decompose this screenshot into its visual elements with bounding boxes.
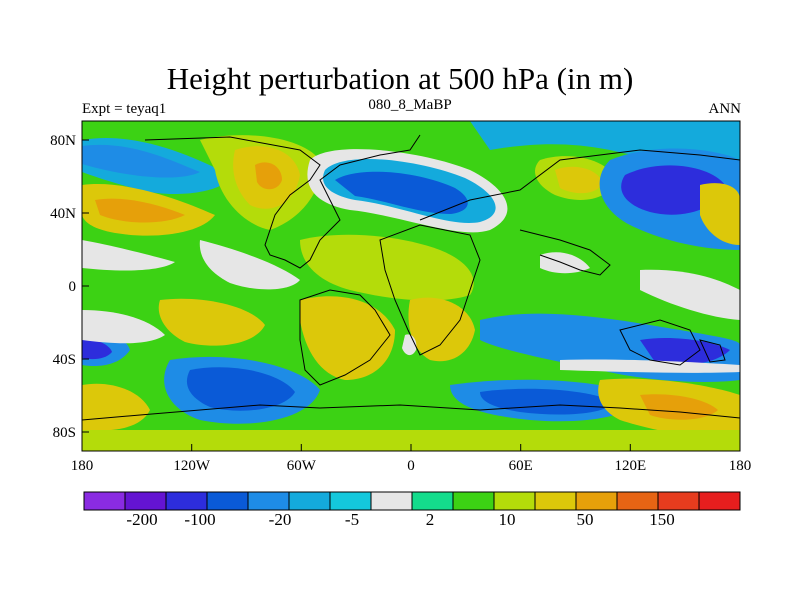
x-tick-label: 0 xyxy=(407,458,415,474)
colorbar-swatch xyxy=(698,491,741,511)
x-tick-label: 120E xyxy=(614,458,646,474)
region-sp-yellow xyxy=(158,298,265,346)
y-tick-label: 40N xyxy=(50,206,76,222)
region-si-blue-deep xyxy=(640,338,730,365)
colorbar-swatch xyxy=(206,491,249,511)
colorbar-swatch xyxy=(83,491,126,511)
colorbar-swatch xyxy=(124,491,167,511)
plot-title: Height perturbation at 500 hPa (in m) xyxy=(166,61,634,96)
colorbar-label: 50 xyxy=(577,510,594,529)
colorbar-label: -20 xyxy=(269,510,292,529)
region-trop-white-2 xyxy=(199,240,300,290)
y-tick-label: 80S xyxy=(53,425,76,441)
region-atl-blue-dark xyxy=(335,171,468,214)
region-np-orange xyxy=(95,198,185,223)
region-so-blue-1-dark xyxy=(186,367,295,411)
region-trop-white-4 xyxy=(640,269,740,320)
x-tick-label: 180 xyxy=(729,458,752,474)
x-tick-label: 120W xyxy=(173,458,211,474)
colorbar-swatch xyxy=(657,491,700,511)
colorbar-swatch xyxy=(493,491,536,511)
region-trop-white-3 xyxy=(540,252,590,274)
region-south-white-3 xyxy=(560,359,740,373)
colorbar-label: 10 xyxy=(499,510,516,529)
colorbar-label: -5 xyxy=(345,510,359,529)
height-field xyxy=(82,121,740,451)
colorbar-swatch xyxy=(452,491,495,511)
region-ep-yellow xyxy=(700,183,740,245)
x-tick-label: 180 xyxy=(71,458,94,474)
colorbar-swatch xyxy=(575,491,618,511)
x-tick-label: 60W xyxy=(287,458,317,474)
region-ant-bottom xyxy=(82,430,740,451)
region-sw-blue-deep xyxy=(82,339,112,360)
region-trop-yellowgreen xyxy=(300,234,474,301)
y-tick-label: 80N xyxy=(50,133,76,149)
colorbar-swatch xyxy=(411,491,454,511)
experiment-label: Expt = teyaq1 xyxy=(82,101,167,117)
colorbar-label: 2 xyxy=(426,510,435,529)
y-tick-label: 40S xyxy=(53,352,76,368)
time-label: 080_8_MaBP xyxy=(368,97,452,113)
coastlines xyxy=(82,134,740,421)
region-ep-blue-deep xyxy=(621,165,725,215)
tick-marks xyxy=(81,139,741,451)
colorbar-label: -200 xyxy=(126,510,157,529)
region-na-orange xyxy=(255,162,282,190)
region-af-yellow xyxy=(408,297,475,362)
colorbar-swatch xyxy=(247,491,290,511)
region-siberia-yellow xyxy=(555,166,602,194)
region-south-white-1 xyxy=(82,310,165,344)
colorbar-label: 150 xyxy=(649,510,675,529)
colorbar-swatch xyxy=(329,491,372,511)
colorbar-swatch xyxy=(370,491,413,511)
colorbar-swatch xyxy=(534,491,577,511)
region-trop-white-1 xyxy=(82,240,175,271)
colorbar-swatch xyxy=(616,491,659,511)
region-np-blue-dark xyxy=(82,144,200,178)
x-tick-label: 60E xyxy=(509,458,533,474)
colorbar-swatch xyxy=(288,491,331,511)
colorbar xyxy=(83,491,741,511)
colorbar-label: -100 xyxy=(184,510,215,529)
colorbar-swatch xyxy=(165,491,208,511)
y-tick-label: 0 xyxy=(69,279,77,295)
season-label: ANN xyxy=(708,101,742,117)
